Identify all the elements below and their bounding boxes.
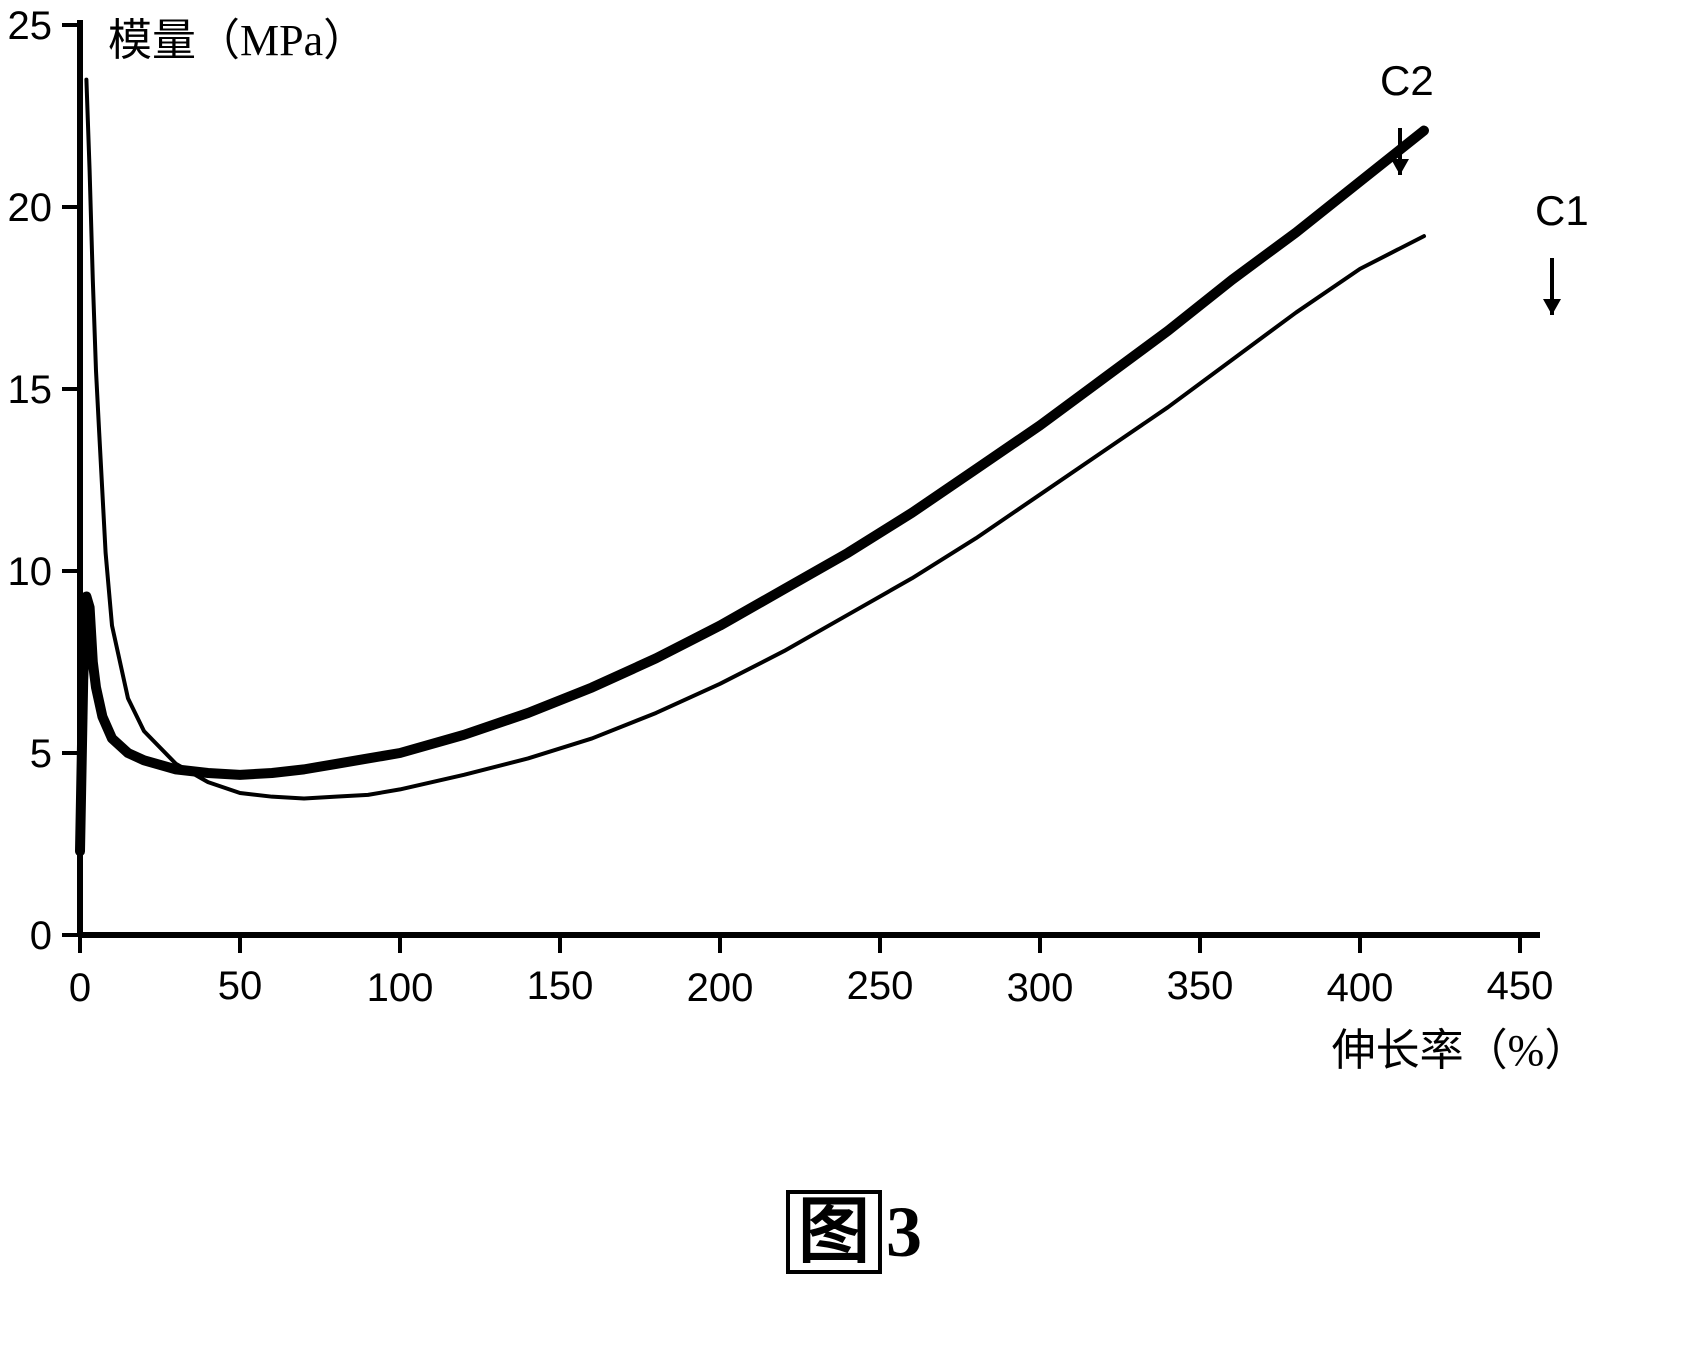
figure-container: 0510152025050100150200250300350400450模量（… [0, 0, 1708, 1364]
series-C1 [86, 80, 1424, 799]
y-tick-label: 0 [30, 914, 52, 958]
y-tick-label: 5 [30, 732, 52, 776]
x-tick-label: 450 [1487, 964, 1554, 1008]
chart-svg: 0510152025050100150200250300350400450模量（… [0, 0, 1708, 1364]
x-tick-label: 250 [847, 964, 914, 1008]
x-tick-label: 0 [69, 966, 91, 1010]
y-axis-label: 模量（MPa） [108, 16, 367, 65]
x-tick-label: 100 [367, 966, 434, 1010]
series-C2 [80, 131, 1424, 852]
x-tick-label: 350 [1167, 964, 1234, 1008]
y-tick-label: 10 [8, 550, 53, 594]
x-tick-label: 400 [1327, 966, 1394, 1010]
x-tick-label: 50 [218, 964, 263, 1008]
x-tick-label: 150 [527, 964, 594, 1008]
y-tick-label: 20 [8, 186, 53, 230]
series-arrowhead-C2 [1391, 159, 1409, 175]
figure-caption: 图 3 [786, 1190, 922, 1274]
series-arrowhead-C1 [1543, 299, 1561, 315]
series-label-C2: C2 [1380, 57, 1434, 104]
y-tick-label: 15 [8, 368, 53, 412]
caption-boxed-char: 图 [786, 1190, 882, 1274]
x-tick-label: 300 [1007, 966, 1074, 1010]
caption-number: 3 [886, 1191, 922, 1274]
series-label-C1: C1 [1535, 187, 1589, 234]
x-tick-label: 200 [687, 966, 754, 1010]
x-axis-label: 伸长率（%） [1332, 1026, 1589, 1075]
y-tick-label: 25 [8, 4, 53, 48]
